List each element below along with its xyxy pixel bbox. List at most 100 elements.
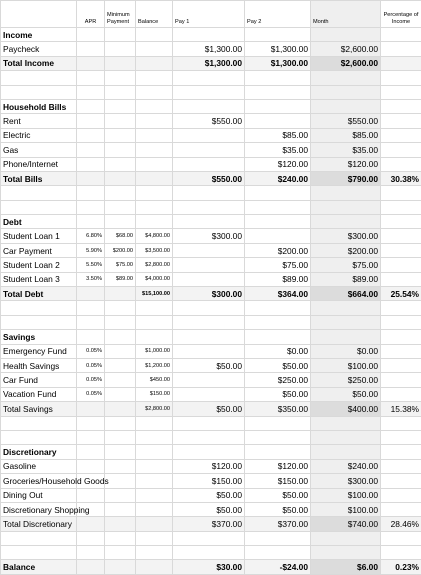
cell-pay1[interactable]: $550.00: [173, 114, 245, 128]
cell-pay1[interactable]: $50.00: [173, 402, 245, 416]
cell-min-payment[interactable]: $89.00: [105, 272, 136, 286]
cell-month[interactable]: $250.00: [311, 373, 381, 387]
cell-pay1[interactable]: [173, 99, 245, 113]
cell-balance[interactable]: [136, 416, 173, 430]
cell-pay2[interactable]: [245, 114, 311, 128]
cell-pay1[interactable]: $370.00: [173, 517, 245, 531]
cell-percentage[interactable]: [381, 128, 421, 142]
cell-min-payment[interactable]: [105, 531, 136, 545]
header-balance[interactable]: Balance: [136, 1, 173, 28]
cell-label[interactable]: [1, 71, 77, 85]
cell-balance[interactable]: [136, 128, 173, 142]
cell-min-payment[interactable]: [105, 358, 136, 372]
cell-balance[interactable]: [136, 488, 173, 502]
cell-month[interactable]: [311, 71, 381, 85]
cell-percentage[interactable]: [381, 71, 421, 85]
cell-percentage[interactable]: [381, 301, 421, 315]
cell-pay2[interactable]: [245, 215, 311, 229]
cell-apr[interactable]: [77, 287, 105, 301]
cell-balance[interactable]: [136, 200, 173, 214]
cell-percentage[interactable]: [381, 200, 421, 214]
cell-min-payment[interactable]: [105, 546, 136, 560]
cell-pay1[interactable]: [173, 344, 245, 358]
cell-pay2[interactable]: $85.00: [245, 128, 311, 142]
cell-apr[interactable]: 6.80%: [77, 229, 105, 243]
cell-balance[interactable]: $150.00: [136, 387, 173, 401]
cell-month[interactable]: [311, 546, 381, 560]
cell-pay1[interactable]: [173, 330, 245, 344]
cell-min-payment[interactable]: [105, 186, 136, 200]
cell-month[interactable]: $740.00: [311, 517, 381, 531]
cell-pay2[interactable]: $250.00: [245, 373, 311, 387]
cell-month[interactable]: $664.00: [311, 287, 381, 301]
cell-min-payment[interactable]: [105, 85, 136, 99]
cell-month[interactable]: $85.00: [311, 128, 381, 142]
cell-balance[interactable]: [136, 430, 173, 444]
cell-pay2[interactable]: [245, 85, 311, 99]
cell-balance[interactable]: [136, 157, 173, 171]
cell-month[interactable]: $300.00: [311, 229, 381, 243]
cell-pay1[interactable]: [173, 546, 245, 560]
cell-pay2[interactable]: [245, 445, 311, 459]
cell-month[interactable]: [311, 186, 381, 200]
cell-label[interactable]: Car Fund: [1, 373, 77, 387]
cell-month[interactable]: [311, 200, 381, 214]
cell-balance[interactable]: [136, 28, 173, 42]
cell-label[interactable]: Car Payment: [1, 243, 77, 257]
cell-label[interactable]: [1, 416, 77, 430]
cell-apr[interactable]: [77, 114, 105, 128]
cell-min-payment[interactable]: [105, 114, 136, 128]
cell-apr[interactable]: [77, 531, 105, 545]
cell-percentage[interactable]: [381, 42, 421, 56]
cell-percentage[interactable]: 25.54%: [381, 287, 421, 301]
cell-apr[interactable]: [77, 560, 105, 574]
cell-label[interactable]: Total Debt: [1, 287, 77, 301]
cell-pay1[interactable]: [173, 157, 245, 171]
cell-pay2[interactable]: $240.00: [245, 171, 311, 185]
header-percentage[interactable]: Percentage of Income: [381, 1, 421, 28]
cell-balance[interactable]: $3,500.00: [136, 243, 173, 257]
cell-balance[interactable]: [136, 560, 173, 574]
cell-label[interactable]: Household Bills: [1, 99, 77, 113]
cell-month[interactable]: $300.00: [311, 474, 381, 488]
cell-pay1[interactable]: $30.00: [173, 560, 245, 574]
cell-pay1[interactable]: [173, 243, 245, 257]
cell-label[interactable]: Student Loan 3: [1, 272, 77, 286]
cell-label[interactable]: Health Savings: [1, 358, 77, 372]
cell-balance[interactable]: $4,800.00: [136, 229, 173, 243]
cell-percentage[interactable]: [381, 243, 421, 257]
cell-min-payment[interactable]: $75.00: [105, 258, 136, 272]
header-pay1[interactable]: Pay 1: [173, 1, 245, 28]
cell-percentage[interactable]: 28.46%: [381, 517, 421, 531]
cell-month[interactable]: $50.00: [311, 387, 381, 401]
cell-balance[interactable]: $2,800.00: [136, 402, 173, 416]
cell-pay1[interactable]: [173, 531, 245, 545]
cell-apr[interactable]: [77, 71, 105, 85]
cell-apr[interactable]: [77, 459, 105, 473]
cell-pay2[interactable]: $50.00: [245, 387, 311, 401]
cell-apr[interactable]: [77, 488, 105, 502]
cell-apr[interactable]: [77, 546, 105, 560]
cell-min-payment[interactable]: [105, 430, 136, 444]
cell-percentage[interactable]: [381, 430, 421, 444]
cell-apr[interactable]: [77, 330, 105, 344]
cell-apr[interactable]: [77, 171, 105, 185]
cell-percentage[interactable]: [381, 186, 421, 200]
cell-balance[interactable]: [136, 56, 173, 70]
cell-min-payment[interactable]: [105, 99, 136, 113]
cell-apr[interactable]: [77, 445, 105, 459]
cell-balance[interactable]: $2,800.00: [136, 258, 173, 272]
cell-percentage[interactable]: [381, 344, 421, 358]
cell-min-payment[interactable]: [105, 171, 136, 185]
cell-pay2[interactable]: $120.00: [245, 157, 311, 171]
cell-month[interactable]: $100.00: [311, 488, 381, 502]
cell-balance[interactable]: $450.00: [136, 373, 173, 387]
header-pay2[interactable]: Pay 2: [245, 1, 311, 28]
cell-percentage[interactable]: [381, 114, 421, 128]
cell-month[interactable]: $100.00: [311, 502, 381, 516]
cell-pay1[interactable]: [173, 445, 245, 459]
cell-pay2[interactable]: [245, 531, 311, 545]
cell-month[interactable]: $790.00: [311, 171, 381, 185]
cell-label[interactable]: Student Loan 1: [1, 229, 77, 243]
cell-label[interactable]: [1, 186, 77, 200]
